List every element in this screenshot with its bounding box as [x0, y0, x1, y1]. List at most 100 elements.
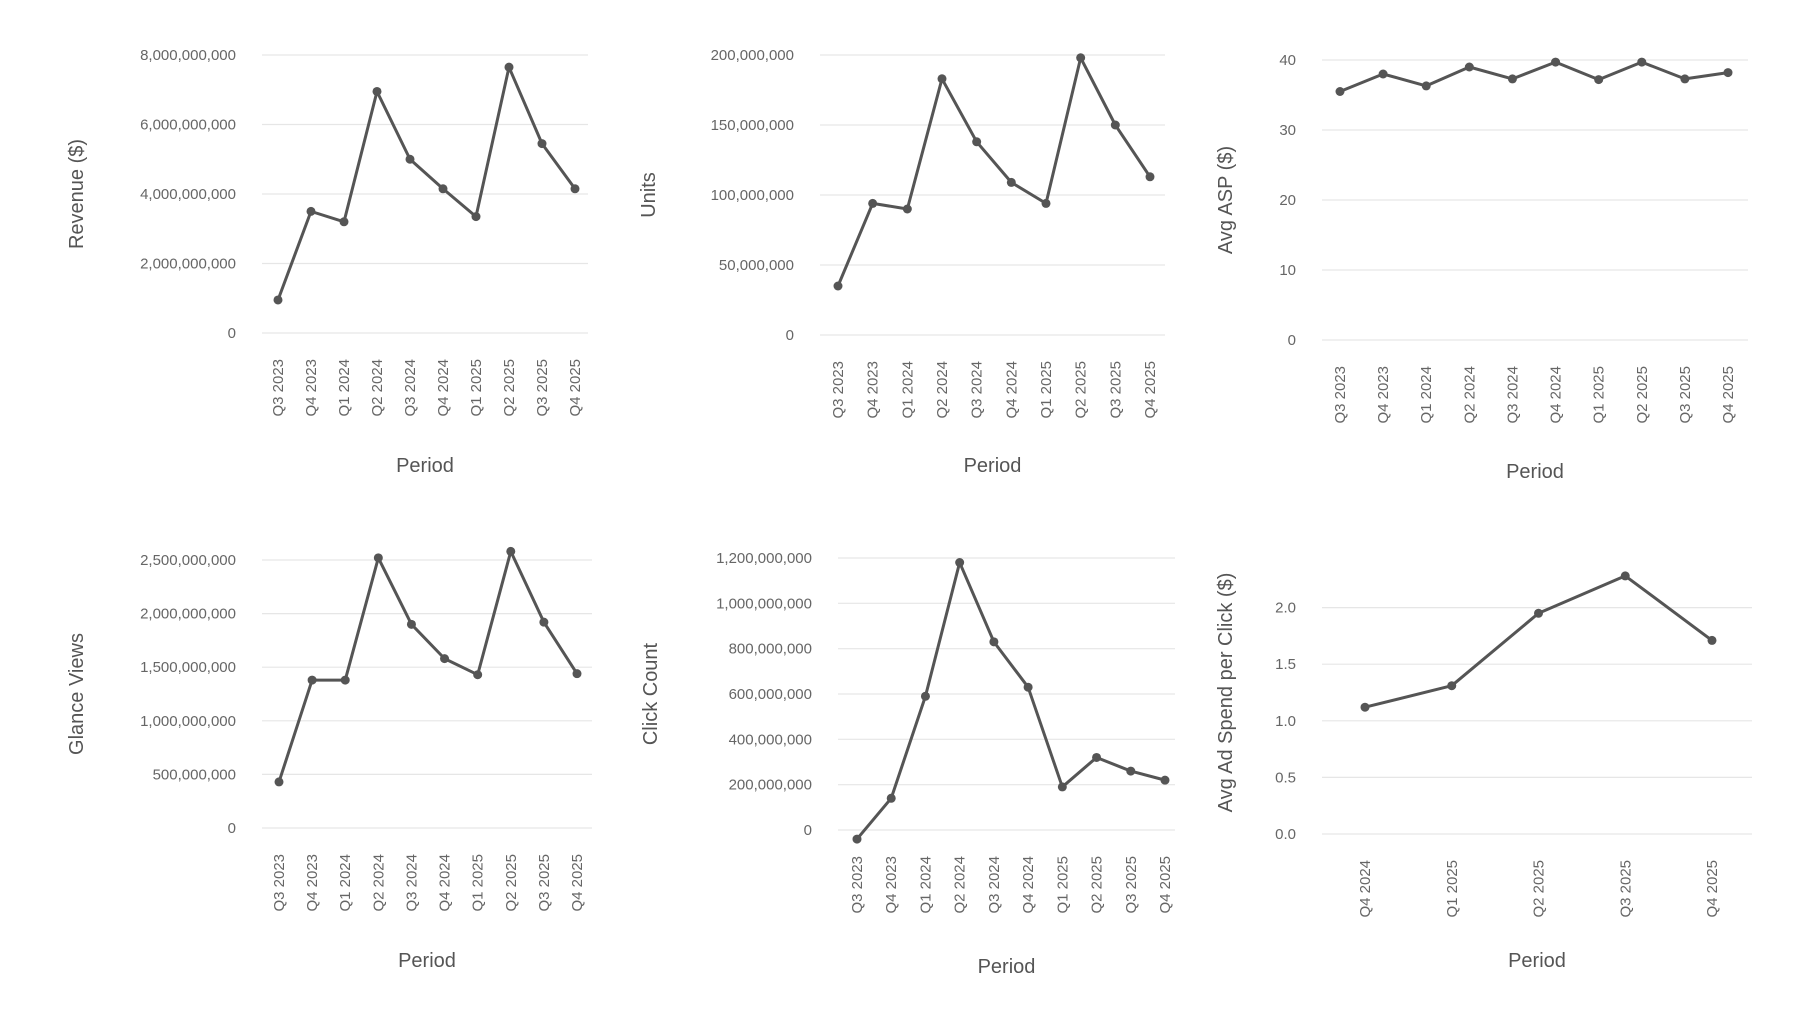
- x-tick-label: Q3 2024: [1504, 366, 1521, 424]
- data-point: [868, 198, 878, 208]
- data-point: [273, 295, 283, 305]
- y-tick-label: 50,000,000: [719, 257, 794, 274]
- x-tick-label: Q3 2025: [1123, 856, 1140, 914]
- x-tick-label: Q3 2024: [402, 359, 419, 417]
- y-tick-label: 10: [1279, 262, 1296, 279]
- x-tick-label: Q2 2025: [503, 854, 520, 912]
- data-point: [1421, 81, 1431, 91]
- x-tick-label: Q2 2025: [1073, 361, 1090, 419]
- x-tick-label: Q2 2024: [1461, 366, 1478, 424]
- data-point: [1680, 74, 1690, 84]
- x-tick-label: Q2 2024: [934, 361, 951, 419]
- x-tick-label: Q3 2025: [536, 854, 553, 912]
- y-axis-title: Units: [638, 172, 660, 218]
- y-tick-label: 400,000,000: [729, 731, 812, 748]
- x-tick-label: Q1 2024: [1418, 366, 1435, 424]
- x-tick-label: Q1 2025: [1444, 860, 1461, 918]
- y-tick-label: 0: [1288, 332, 1296, 349]
- x-tick-label: Q4 2024: [437, 854, 454, 912]
- y-tick-label: 2,000,000,000: [140, 256, 236, 273]
- y-tick-label: 40: [1279, 52, 1296, 69]
- series-line: [1338, 60, 1730, 93]
- y-tick-label: 150,000,000: [711, 117, 794, 134]
- data-point: [1057, 782, 1067, 792]
- x-tick-label: Q4 2025: [1142, 361, 1159, 419]
- x-tick-label: Q4 2025: [569, 854, 586, 912]
- y-tick-label: 200,000,000: [729, 777, 812, 794]
- data-point: [1637, 57, 1647, 67]
- data-point: [473, 670, 483, 680]
- chart-3: 0 10 20 30 40 Q3 2023 Q4 2023 Q1 2024 Q2 2024 Q3 …: [1215, 52, 1748, 483]
- x-tick-label: Q3 2025: [534, 359, 551, 417]
- y-axis-title: Avg ASP ($): [1215, 146, 1237, 254]
- x-tick-label: Q1 2025: [1054, 856, 1071, 914]
- y-tick-label: 20: [1279, 192, 1296, 209]
- y-tick-label: 0: [804, 822, 812, 839]
- y-tick-label: 6,000,000,000: [140, 117, 236, 134]
- x-tick-label: Q3 2023: [271, 854, 288, 912]
- chart-4: 0 500,000,000 1,000,000,000 1,500,000,000 2,…: [66, 546, 592, 972]
- y-tick-label: 0.5: [1275, 769, 1296, 786]
- data-point: [920, 691, 930, 701]
- data-point: [504, 62, 514, 72]
- x-tick-label: Q3 2023: [1332, 366, 1349, 424]
- data-point: [471, 212, 481, 222]
- data-point: [405, 154, 415, 164]
- x-tick-label: Q3 2024: [403, 854, 420, 912]
- data-point: [1076, 53, 1086, 63]
- data-point: [406, 619, 416, 629]
- series-line: [276, 65, 577, 302]
- x-tick-label: Q1 2024: [337, 854, 354, 912]
- data-point: [1023, 682, 1033, 692]
- x-tick-label: Q4 2023: [1375, 366, 1392, 424]
- x-tick-label: Q3 2025: [1677, 366, 1694, 424]
- data-point: [1160, 775, 1170, 785]
- x-axis-title: Period: [396, 455, 454, 477]
- data-point: [1041, 198, 1051, 208]
- x-axis-title: Period: [1506, 461, 1564, 483]
- x-tick-label: Q3 2024: [986, 856, 1003, 914]
- data-point: [306, 206, 316, 216]
- y-tick-label: 0: [786, 327, 794, 344]
- y-tick-label: 2,000,000,000: [140, 606, 236, 623]
- x-tick-label: Q1 2025: [470, 854, 487, 912]
- x-tick-label: Q4 2023: [883, 856, 900, 914]
- x-axis-title: Period: [398, 950, 456, 972]
- x-tick-label: Q4 2025: [567, 359, 584, 417]
- y-tick-label: 0.0: [1275, 826, 1296, 843]
- x-tick-label: Q4 2024: [1003, 361, 1020, 419]
- data-point: [886, 793, 896, 803]
- y-tick-label: 2.0: [1275, 600, 1296, 617]
- series-line: [1363, 574, 1714, 709]
- series-line: [836, 56, 1152, 288]
- y-axis-title: Avg Ad Spend per Click ($): [1215, 573, 1237, 813]
- y-tick-label: 30: [1279, 122, 1296, 139]
- x-tick-label: Q1 2025: [468, 359, 485, 417]
- data-point: [1092, 752, 1102, 762]
- data-point: [989, 637, 999, 647]
- y-tick-label: 4,000,000,000: [140, 186, 236, 203]
- y-axis-title: Click Count: [640, 642, 662, 745]
- data-point: [339, 217, 349, 227]
- y-tick-label: 1.5: [1275, 656, 1296, 673]
- data-point: [1551, 57, 1561, 67]
- x-tick-label: Q4 2024: [1357, 860, 1374, 918]
- y-tick-label: 1,000,000,000: [716, 595, 812, 612]
- x-tick-label: Q3 2025: [1617, 860, 1634, 918]
- x-tick-label: Q1 2024: [899, 361, 916, 419]
- y-tick-label: 1,000,000,000: [140, 713, 236, 730]
- y-tick-label: 600,000,000: [729, 686, 812, 703]
- data-point: [937, 74, 947, 84]
- y-tick-label: 800,000,000: [729, 641, 812, 658]
- series-line: [277, 549, 579, 784]
- data-point: [1360, 702, 1370, 712]
- data-point: [1110, 120, 1120, 130]
- x-tick-label: Q2 2025: [1089, 856, 1106, 914]
- data-point: [902, 204, 912, 214]
- x-tick-label: Q4 2025: [1720, 366, 1737, 424]
- x-tick-label: Q2 2024: [952, 856, 969, 914]
- y-tick-label: 500,000,000: [153, 766, 236, 783]
- data-point: [537, 139, 547, 149]
- series-line: [855, 561, 1167, 841]
